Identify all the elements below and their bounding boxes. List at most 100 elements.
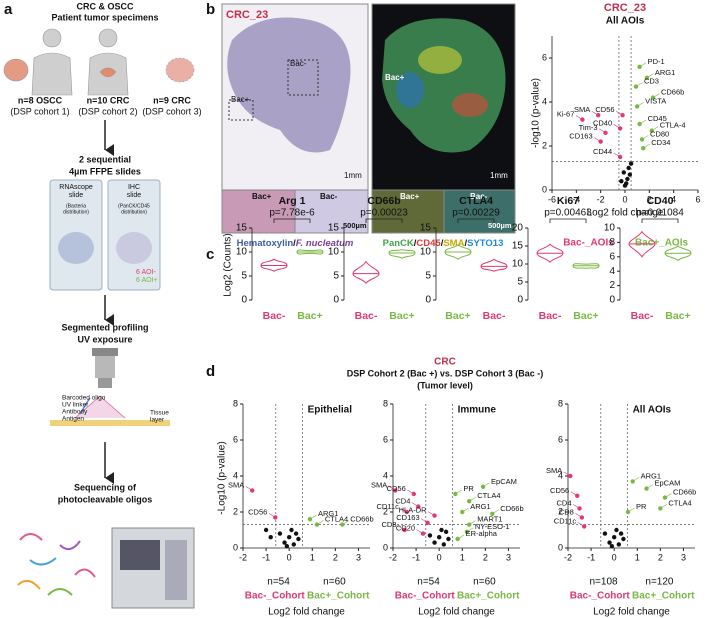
y-tick-label: 20 <box>512 223 524 234</box>
point <box>607 540 612 545</box>
x-tick-label: 3 <box>356 552 361 562</box>
x-tick-label: 3 <box>506 552 511 562</box>
caption-part: Hematoxylin <box>237 238 294 249</box>
y-tick-label: 2 <box>233 506 238 516</box>
legend-label: Bac+_AOIs <box>635 238 689 249</box>
point <box>268 535 273 540</box>
point <box>291 542 296 547</box>
legend-label: Bac-_AOIs <box>563 238 614 249</box>
x-tick-label: -1 <box>412 552 420 562</box>
point-label: EpCAM <box>491 477 517 486</box>
violin <box>536 243 564 263</box>
diagram-label: Antigen <box>62 416 84 423</box>
point-label: CD56 <box>387 484 406 493</box>
point <box>650 95 656 100</box>
point <box>432 540 437 545</box>
point <box>490 511 495 516</box>
x-tick-label: 0 <box>622 194 627 204</box>
inset-label: Bac- <box>320 192 338 201</box>
y-tick-label: 6 <box>233 434 238 444</box>
x-axis-label: Log2 fold change <box>268 607 345 618</box>
slide-note: distribution) <box>63 209 89 215</box>
y-tick-label: 5 <box>333 271 339 282</box>
point-label: PD-1 <box>648 57 665 66</box>
x-tick-label: 0 <box>437 552 442 562</box>
point-label: CD20 <box>396 524 415 533</box>
panel-label: a <box>4 1 13 18</box>
roi <box>287 59 319 96</box>
leader <box>469 496 476 502</box>
point-label: CD11c <box>554 516 577 525</box>
inset <box>371 189 445 234</box>
step: photocleavable oligos <box>58 494 153 504</box>
y-tick-label: 8 <box>383 398 388 408</box>
tissue-layer <box>50 420 170 426</box>
y-tick-label: 2 <box>609 280 615 291</box>
leader <box>635 82 643 87</box>
caption-part: CD45 <box>416 238 441 249</box>
step: Segmented profiling <box>61 322 148 332</box>
point-label: CD56 <box>550 486 569 495</box>
legend-label: Bac+_Cohort <box>457 591 520 602</box>
leader <box>466 527 474 533</box>
leader <box>455 489 462 495</box>
y-tick-label: 4 <box>233 470 238 480</box>
point <box>627 172 633 177</box>
legend-label: Bac+_Cohort <box>632 591 695 602</box>
point <box>626 165 631 171</box>
category-label: Bac- <box>631 310 654 322</box>
chart-subtitle: Epithelial <box>308 405 353 416</box>
point <box>480 484 486 489</box>
y-tick-label: 0 <box>558 542 563 552</box>
cohort-n: n=9 CRC <box>153 95 191 105</box>
y-tick-label: 0 <box>609 295 615 306</box>
violin <box>352 260 380 284</box>
roi <box>228 99 254 121</box>
y-tick-label: 4 <box>609 266 615 277</box>
leader <box>397 525 405 531</box>
point-label: CD4 <box>557 498 572 507</box>
point <box>621 536 626 542</box>
x-tick-label: -2 <box>597 194 605 204</box>
category-label: Bac+ <box>389 310 414 322</box>
x-tick-label: 2 <box>483 552 488 562</box>
point-label: SMA <box>228 480 244 489</box>
microscope <box>92 348 118 388</box>
violin <box>388 249 416 259</box>
leader <box>591 110 599 116</box>
leader <box>268 513 276 518</box>
n-label: n=108 <box>590 577 619 588</box>
y-axis-label: Log2 (Counts) <box>223 233 234 296</box>
panel-a: a CRC & OSCC Patient tumor specimens n=8… <box>3 1 202 609</box>
leader <box>421 518 428 524</box>
point-label: CD8 <box>382 520 397 529</box>
leader <box>577 522 585 527</box>
p-value: p=0.00463 <box>544 208 592 219</box>
y-tick-label: 5 <box>241 271 247 282</box>
point-label: SMA <box>546 466 562 475</box>
point-label: CD56 <box>248 507 267 516</box>
y-tick-label: 15 <box>328 223 340 234</box>
point-label: MART1 <box>477 515 502 524</box>
y-tick-label: 0 <box>425 295 431 306</box>
n-label: n=54 <box>267 577 290 588</box>
caption: PanCK/CD45/SMA/SYTO13 <box>383 238 504 249</box>
step: Sequencing of <box>74 482 137 492</box>
leader <box>428 511 435 516</box>
point-label: SMA <box>574 105 590 114</box>
inset-label: Bac- <box>470 192 488 201</box>
title: Patient tumor specimens <box>51 12 158 22</box>
point <box>284 544 290 549</box>
x-tick-label: 1 <box>635 552 640 562</box>
caption-part: PanCK <box>383 238 414 249</box>
y-tick-label: 6 <box>609 251 615 262</box>
category-label: Bac+ <box>665 310 690 322</box>
axes <box>567 404 695 549</box>
roi-label: Bac+ <box>385 73 405 82</box>
point-label: CTLA-4 <box>660 121 686 130</box>
step: 2 sequential <box>79 154 131 164</box>
point-label: CD163 <box>396 513 419 522</box>
point-label: CD45 <box>648 114 667 123</box>
inset-label: Bac+ <box>400 192 420 201</box>
point-label: CTLA4 <box>325 515 348 524</box>
